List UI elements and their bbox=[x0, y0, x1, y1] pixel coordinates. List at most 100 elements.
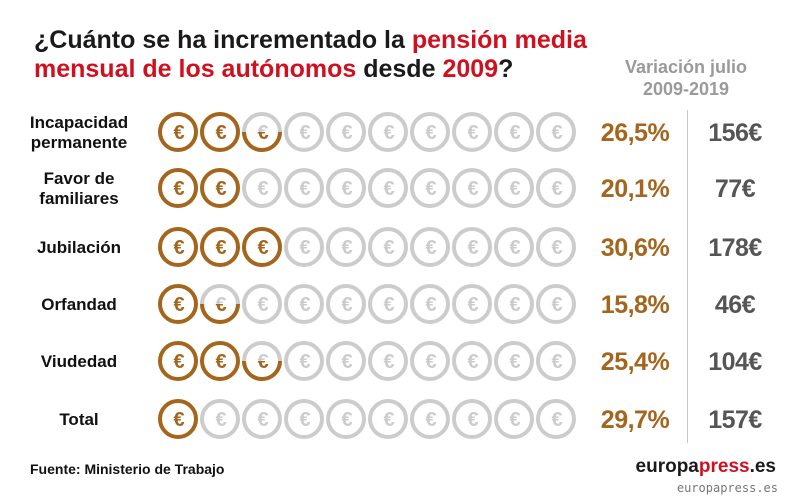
svg-text:€: € bbox=[425, 351, 436, 373]
euro-coin-icon: € bbox=[200, 341, 240, 381]
svg-text:€: € bbox=[467, 178, 478, 200]
svg-text:€: € bbox=[425, 122, 436, 144]
percent-label: 29,7% bbox=[600, 405, 670, 434]
coin-row: € € € € € € € € € € bbox=[158, 399, 576, 439]
svg-text:€: € bbox=[551, 237, 562, 259]
svg-text:€: € bbox=[257, 351, 268, 373]
svg-text:€: € bbox=[215, 122, 226, 144]
svg-text:€: € bbox=[509, 122, 520, 144]
svg-text:€: € bbox=[173, 351, 184, 373]
euro-coin-icon: € bbox=[284, 341, 324, 381]
euro-coin-icon: € bbox=[284, 399, 324, 439]
svg-text:€: € bbox=[299, 237, 310, 259]
svg-text:€: € bbox=[341, 351, 352, 373]
svg-text:€: € bbox=[215, 409, 226, 431]
svg-text:€: € bbox=[257, 122, 268, 144]
svg-text:€: € bbox=[173, 294, 184, 316]
euro-coin-icon: € bbox=[368, 227, 408, 267]
svg-text:€: € bbox=[383, 237, 394, 259]
euro-coin-icon: € bbox=[242, 284, 282, 324]
coin-row: €€€€€€€€€€€ bbox=[158, 284, 576, 324]
euro-coin-icon: € bbox=[410, 399, 450, 439]
category-label: Viudedad bbox=[10, 340, 148, 384]
euro-coin-icon: €€ bbox=[242, 341, 282, 381]
euro-coin-icon: € bbox=[242, 227, 282, 267]
title-highlight-1: pensión media mensual de los autónomos bbox=[34, 26, 587, 83]
svg-text:€: € bbox=[341, 294, 352, 316]
euro-coin-icon: € bbox=[410, 227, 450, 267]
euro-coin-icon: € bbox=[326, 341, 366, 381]
euro-coin-icon: € bbox=[494, 227, 534, 267]
coin-row: € € € € € € € € € € bbox=[158, 227, 576, 267]
title-part-3: ? bbox=[498, 55, 514, 83]
svg-text:€: € bbox=[383, 409, 394, 431]
column-divider bbox=[687, 110, 688, 443]
euro-coin-icon: € bbox=[200, 168, 240, 208]
svg-text:€: € bbox=[173, 237, 184, 259]
euro-coin-icon: € bbox=[158, 168, 198, 208]
euro-coin-icon: € bbox=[368, 112, 408, 152]
euro-coin-icon: € bbox=[284, 227, 324, 267]
euro-coin-icon: € bbox=[158, 112, 198, 152]
category-label-line: Jubilación bbox=[36, 238, 122, 257]
svg-text:€: € bbox=[257, 409, 268, 431]
svg-text:€: € bbox=[509, 237, 520, 259]
category-label: Incapacidad permanente bbox=[10, 111, 148, 155]
svg-text:€: € bbox=[551, 294, 562, 316]
title-part-2: desde bbox=[356, 55, 443, 83]
euro-coin-icon: € bbox=[410, 112, 450, 152]
euro-coin-icon: € bbox=[452, 341, 492, 381]
amount-label: 178€ bbox=[708, 233, 762, 262]
svg-text:€: € bbox=[299, 351, 310, 373]
amount-label: 77€ bbox=[714, 174, 756, 203]
svg-text:€: € bbox=[467, 122, 478, 144]
euro-coin-icon: € bbox=[200, 399, 240, 439]
euro-coin-icon: € bbox=[326, 227, 366, 267]
svg-text:€: € bbox=[299, 122, 310, 144]
euro-coin-icon: €€ bbox=[200, 284, 240, 324]
svg-text:€: € bbox=[551, 409, 562, 431]
euro-coin-icon: € bbox=[410, 284, 450, 324]
percent-label: 30,6% bbox=[600, 233, 670, 262]
euro-coin-icon: € bbox=[284, 168, 324, 208]
euro-coin-icon: € bbox=[242, 399, 282, 439]
euro-coin-icon: € bbox=[536, 341, 576, 381]
coin-row: €€€€€€€€€€€ bbox=[158, 341, 576, 381]
euro-coin-icon: € bbox=[494, 112, 534, 152]
svg-text:€: € bbox=[341, 409, 352, 431]
svg-text:€: € bbox=[299, 178, 310, 200]
svg-text:€: € bbox=[341, 178, 352, 200]
svg-text:€: € bbox=[467, 237, 478, 259]
percent-label: 26,5% bbox=[600, 118, 670, 147]
euro-coin-icon: € bbox=[326, 284, 366, 324]
svg-text:€: € bbox=[299, 294, 310, 316]
percent-label: 20,1% bbox=[600, 174, 670, 203]
euro-coin-icon: € bbox=[410, 168, 450, 208]
svg-text:€: € bbox=[299, 409, 310, 431]
category-label: Orfandad bbox=[10, 283, 148, 327]
euro-coin-icon: € bbox=[200, 227, 240, 267]
brand-highlight: press bbox=[698, 456, 750, 477]
euro-coin-icon: € bbox=[284, 284, 324, 324]
euro-coin-icon: € bbox=[452, 399, 492, 439]
euro-coin-icon: € bbox=[368, 399, 408, 439]
svg-text:€: € bbox=[509, 178, 520, 200]
svg-text:€: € bbox=[173, 122, 184, 144]
euro-coin-icon: € bbox=[158, 341, 198, 381]
svg-text:€: € bbox=[257, 294, 268, 316]
svg-text:€: € bbox=[551, 122, 562, 144]
percent-label: 25,4% bbox=[600, 347, 670, 376]
svg-text:€: € bbox=[257, 178, 268, 200]
euro-coin-icon: € bbox=[452, 227, 492, 267]
svg-text:€: € bbox=[425, 178, 436, 200]
svg-text:€: € bbox=[383, 122, 394, 144]
svg-text:€: € bbox=[257, 351, 268, 373]
source-note: Fuente: Ministerio de Trabajo bbox=[30, 461, 225, 477]
coin-row: €€€€€€€€€€€ bbox=[158, 112, 576, 152]
category-label-line: Incapacidad bbox=[29, 113, 129, 132]
svg-text:€: € bbox=[509, 351, 520, 373]
euro-coin-icon: € bbox=[536, 112, 576, 152]
amount-label: 104€ bbox=[708, 347, 762, 376]
category-label: Jubilación bbox=[10, 226, 148, 270]
euro-coin-icon: € bbox=[368, 284, 408, 324]
